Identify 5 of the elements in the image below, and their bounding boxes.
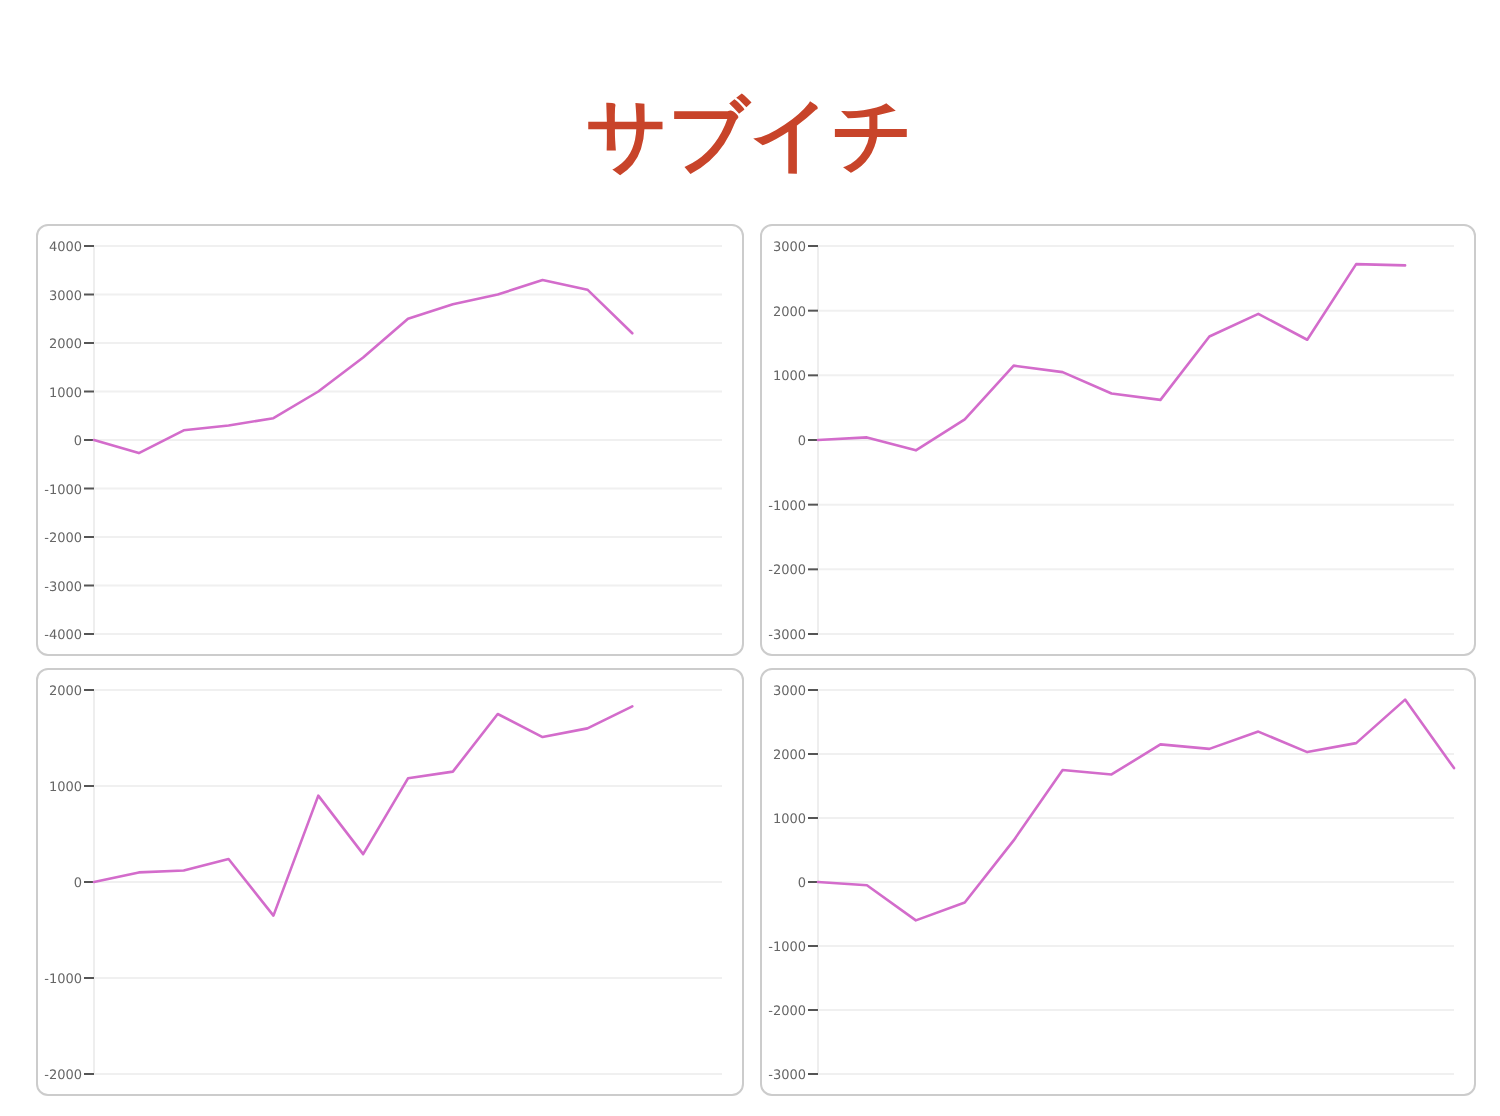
line-series (92, 705, 634, 917)
line-series (816, 698, 1456, 922)
title: サブイチ (584, 96, 916, 176)
line-series (92, 278, 634, 455)
line-series (816, 262, 1407, 452)
